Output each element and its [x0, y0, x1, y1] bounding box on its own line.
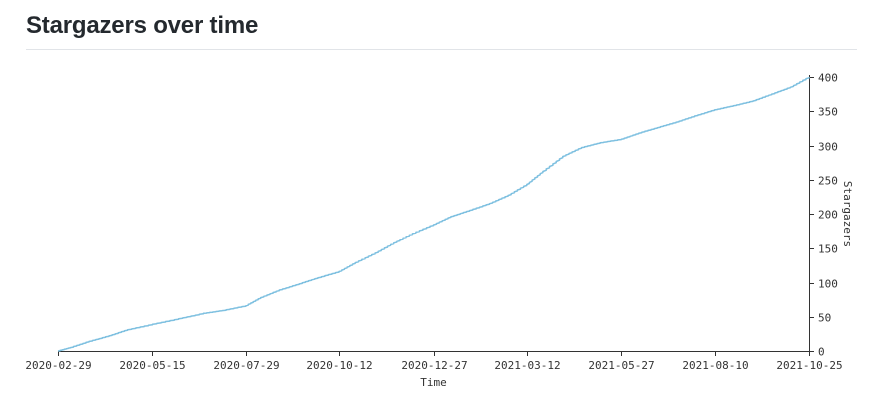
x-tick-label: 2020-12-27 [401, 359, 467, 372]
x-tick-label: 2020-07-29 [213, 359, 279, 372]
title-divider [26, 49, 857, 50]
y-tick-label: 0 [818, 346, 825, 359]
y-tick-label: 100 [818, 278, 838, 291]
y-tick-label: 350 [818, 106, 838, 119]
x-tick-label: 2020-02-29 [25, 359, 91, 372]
plot-area: 2020-02-29 2020-05-15 2020-07-29 2020-10-12… [25, 72, 854, 390]
y-tick-label: 50 [818, 312, 831, 325]
x-tick-label: 2020-05-15 [119, 359, 185, 372]
x-tick-label: 2021-10-25 [776, 359, 842, 372]
x-tick-label: 2021-03-12 [494, 359, 560, 372]
x-tick-label: 2021-05-27 [588, 359, 654, 372]
page-title: Stargazers over time [26, 12, 259, 39]
series-line-stargazers [57, 77, 810, 352]
y-tick-label: 300 [818, 141, 838, 154]
x-tick-label: 2021-08-10 [682, 359, 748, 372]
x-tick-label: 2020-10-12 [306, 359, 372, 372]
y-tick-label: 400 [818, 72, 838, 85]
y-tick-label: 200 [818, 209, 838, 222]
y-tick-label: 150 [818, 243, 838, 256]
y-axis-title: Stargazers [841, 181, 854, 247]
y-tick-label: 250 [818, 175, 838, 188]
x-axis-title: Time [420, 376, 447, 389]
page-header: Stargazers over time [26, 8, 857, 50]
